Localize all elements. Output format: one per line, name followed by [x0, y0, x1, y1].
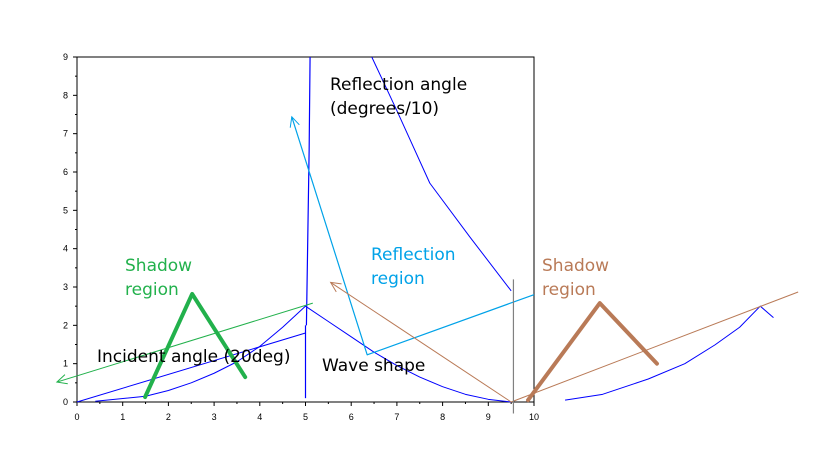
shadow-marker-brown: [526, 301, 659, 403]
incident-ray-brown: [510, 291, 799, 403]
incident-ray: [56, 302, 313, 383]
label-shadow-region-right: Shadow region: [542, 254, 609, 302]
label-reflection-region-line1: Reflection: [371, 245, 456, 265]
x-tick-label: 1: [120, 412, 125, 422]
axes: 0 1 2 3 4 5 6 7 8 9 10 0 1 2 3 4 5 6 7 8 9: [63, 52, 539, 422]
x-tick-label: 10: [529, 412, 539, 422]
label-wave-shape: Wave shape: [322, 356, 426, 376]
label-reflection-region: Reflection region: [371, 243, 456, 291]
x-tick-label: 2: [166, 412, 171, 422]
wave-shape-left: [95, 305, 306, 402]
label-reflection-angle-line1: Reflection angle: [330, 75, 468, 95]
y-tick-label: 8: [63, 90, 68, 100]
label-incident-angle: Incident angle (20deg): [97, 347, 291, 367]
shadow-marker-green: [143, 291, 248, 400]
reflection-angle-upper: [305, 56, 311, 326]
wave-shape-right: [305, 305, 512, 403]
y-tick-label: 3: [63, 282, 68, 292]
y-tick-label: 9: [63, 52, 68, 62]
reflection-angle-curve: [371, 56, 512, 292]
x-tick-label: 6: [349, 412, 354, 422]
x-tick-label: 5: [303, 412, 308, 422]
x-tick-label: 7: [394, 412, 399, 422]
label-reflection-angle: Reflection angle (degrees/10): [330, 73, 467, 121]
y-tick-label: 7: [63, 129, 68, 139]
y-tick-label: 0: [63, 397, 68, 407]
y-tick-label: 6: [63, 167, 68, 177]
y-tick-label: 1: [63, 359, 68, 369]
right-wave: [565, 305, 774, 401]
x-tick-label: 9: [486, 412, 491, 422]
label-shadow-region-left: Shadow region: [125, 254, 192, 302]
y-tick-label: 2: [63, 320, 68, 330]
incident-line: [76, 332, 306, 403]
x-tick-label: 0: [74, 412, 79, 422]
label-reflection-region-line2: region: [371, 269, 425, 289]
label-shadow-left-line2: region: [125, 280, 179, 300]
plot-lines: [55, 56, 799, 414]
label-shadow-left-line1: Shadow: [125, 256, 193, 276]
y-tick-label: 5: [63, 205, 68, 215]
reflection-ray: [291, 116, 535, 356]
reflection-ray-arrowhead: [289, 115, 300, 128]
reflected-ray-brown-arrowhead: [329, 281, 342, 293]
label-reflection-angle-line2: (degrees/10): [330, 99, 440, 119]
y-tick-label: 4: [63, 244, 68, 254]
label-shadow-right-line1: Shadow: [542, 256, 610, 276]
x-tick-label: 3: [212, 412, 217, 422]
x-tick-label: 8: [440, 412, 445, 422]
x-tick-label: 4: [257, 412, 262, 422]
label-shadow-right-line2: region: [542, 280, 596, 300]
incident-ray-arrowhead: [55, 374, 68, 385]
reflected-ray-brown: [330, 281, 512, 403]
